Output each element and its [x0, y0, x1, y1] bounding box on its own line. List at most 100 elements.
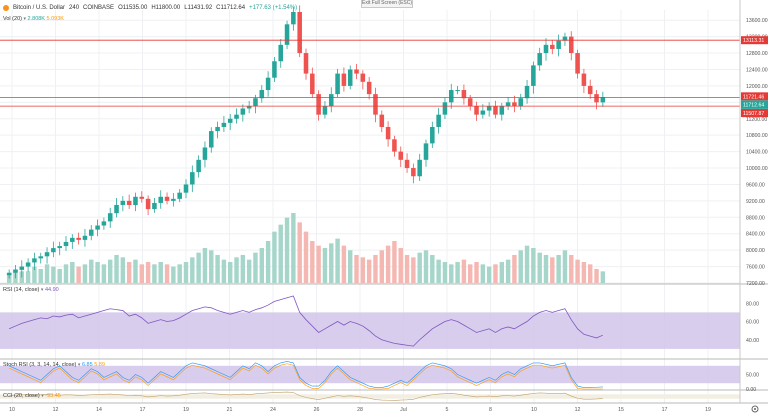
volume-bar [474, 262, 479, 283]
volume-bar [291, 213, 296, 283]
volume-bar [543, 255, 549, 283]
candle-body [486, 106, 492, 111]
chevron-down-icon[interactable]: ▾ [77, 362, 81, 368]
candle-body [234, 114, 239, 119]
time-tick-label: 5 [446, 407, 449, 413]
candle-body [227, 118, 233, 123]
candle-body [499, 106, 505, 115]
rsi-tick-label: 80.00 [746, 301, 759, 307]
candle-body [183, 184, 189, 193]
candle-body [430, 126, 435, 144]
volume-bar [518, 250, 523, 283]
volume-bar [303, 231, 309, 283]
volume-bar [569, 255, 574, 283]
volume-bar [171, 266, 176, 283]
candle-body [474, 106, 479, 115]
rsi-value: 44.90 [44, 287, 59, 293]
cci-value: -93.45 [45, 393, 61, 399]
volume-bar [348, 250, 353, 283]
volume-bar [228, 262, 233, 283]
candle-body [322, 106, 328, 115]
candle-body [278, 44, 284, 62]
ohlc-close: C11712.64 [216, 5, 246, 11]
volume-bar [253, 252, 258, 283]
settings-gear-icon[interactable] [751, 405, 759, 413]
volume-ma-value: 5.093K [46, 16, 64, 22]
volume-bar [385, 245, 391, 283]
candle-body [158, 196, 164, 203]
symbol-name[interactable]: Bitcoin / U.S. Dollar [13, 5, 66, 11]
volume-bar [588, 264, 593, 283]
stoch-tick-label: 0.00 [746, 387, 756, 393]
candle-body [385, 126, 391, 140]
candle-body [461, 90, 467, 99]
stoch-pane: 50.00 0.00 [0, 361, 759, 393]
volume-bar [600, 271, 606, 283]
volume-bar [145, 262, 151, 283]
candle-body [398, 151, 404, 160]
horizontal-lines[interactable] [0, 39, 740, 107]
candle-body [505, 102, 511, 107]
volume-bar [360, 257, 366, 283]
stoch-k-line [9, 361, 603, 388]
candle-body [423, 143, 429, 160]
volume-bar [366, 259, 372, 283]
candle-body [455, 90, 460, 92]
volume-bar [265, 241, 271, 283]
volume-bar [537, 252, 542, 283]
ohlc-low: L11431.92 [184, 5, 213, 11]
candle-body [531, 65, 536, 86]
candle-body [215, 126, 220, 132]
stoch-legend[interactable]: Stoch RSI (3, 3, 14, 14, close) ▾ 6.85 5… [3, 362, 105, 368]
price-tick-label: 8800.00 [746, 215, 765, 221]
candle-body [196, 159, 201, 173]
candle-body [467, 98, 473, 107]
candle-body [246, 106, 252, 109]
volume-bar [335, 238, 340, 283]
interval[interactable]: 240 [69, 5, 80, 11]
chevron-down-icon[interactable]: ▾ [41, 393, 44, 399]
volume-bar [486, 266, 492, 283]
candle-body [164, 196, 170, 201]
chevron-down-icon[interactable]: ▾ [40, 287, 44, 293]
volume-bar [120, 257, 126, 283]
rsi-legend[interactable]: RSI (14, close) ▾ 44.90 [3, 287, 59, 293]
candle-body [126, 200, 132, 205]
volume-bar [455, 262, 460, 283]
candle-body [512, 102, 517, 107]
volume-bar [183, 262, 189, 283]
time-axis[interactable]: 10 12 14 17 19 21 24 26 28 Jul 5 8 10 12 15 17 19 [9, 407, 711, 413]
candle-body [202, 147, 208, 160]
candle-body [82, 235, 88, 240]
rsi-tick-label: 60.00 [746, 320, 759, 326]
price-tick-label: 11200.00 [746, 117, 767, 123]
cci-band [0, 394, 740, 399]
cci-legend[interactable]: CCI (20, close) ▾ -93.45 [3, 393, 61, 399]
cci-pane [0, 391, 740, 401]
exit-fullscreen-button[interactable]: Exit Full Screen (ESC) [361, 0, 413, 8]
candle-body [240, 108, 246, 115]
price-axis[interactable]: 13600.0013200.0012800.0012400.0012000.00… [739, 0, 768, 403]
candle-body [411, 168, 416, 177]
candle-body [518, 98, 524, 107]
volume-bar [329, 243, 334, 283]
price-tag [741, 92, 768, 101]
volume-legend[interactable]: Vol (20) ▾ 2.808K 5.093K [3, 16, 64, 22]
stoch-k-value: 6.85 [81, 362, 93, 368]
time-tick-label: 19 [183, 407, 189, 413]
chevron-down-icon[interactable]: ▾ [23, 16, 27, 22]
candle-body [600, 97, 606, 103]
time-tick-label: 19 [705, 407, 711, 413]
volume-bar [246, 259, 252, 283]
candles [6, 5, 606, 279]
price-tag-label: 13113.31 [743, 38, 764, 44]
volume-bar [126, 262, 132, 283]
volume-bar [562, 250, 568, 283]
candle-body [272, 61, 277, 78]
candle-body [562, 36, 568, 41]
candle-body [436, 114, 441, 127]
candle-body [335, 73, 340, 95]
candle-body [88, 229, 94, 236]
bitcoin-icon [3, 5, 9, 11]
